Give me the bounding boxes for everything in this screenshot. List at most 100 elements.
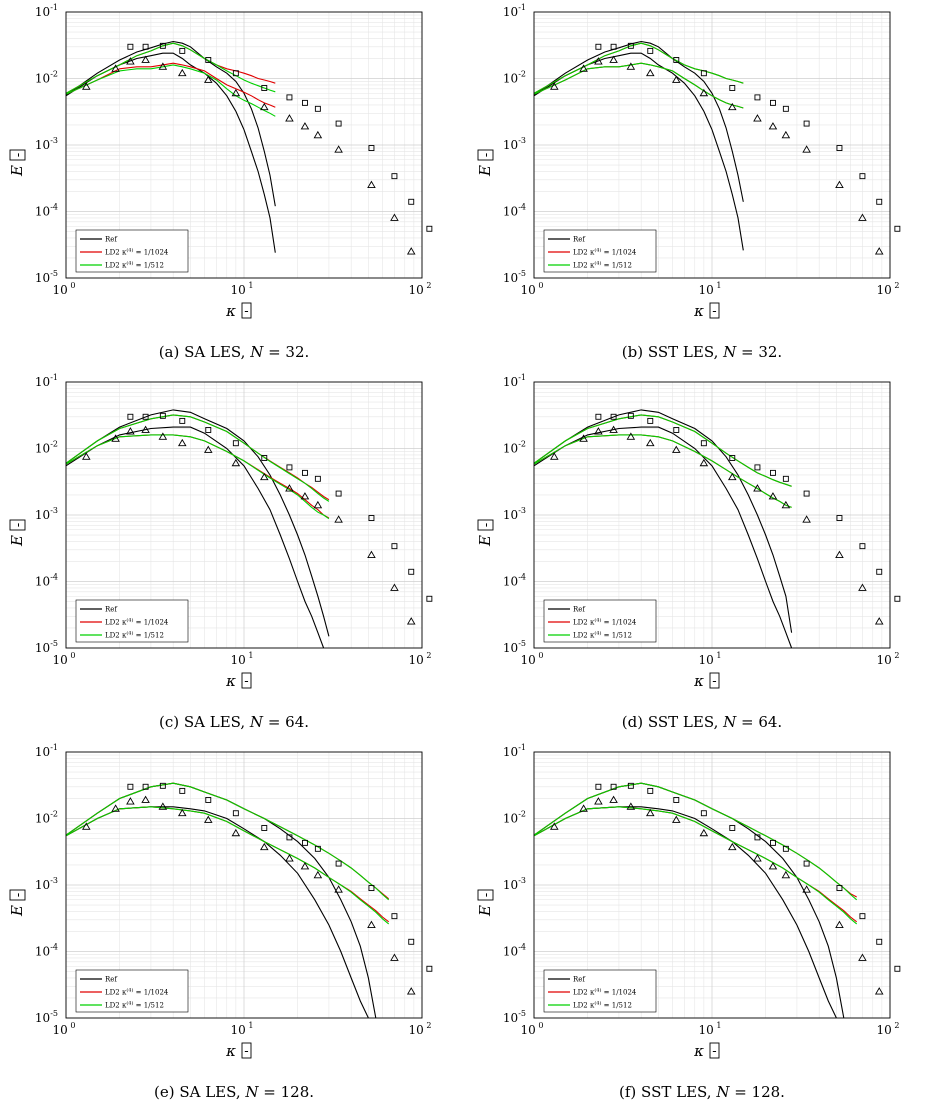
square-marker [127,413,134,420]
square-marker [232,70,239,77]
x-unit-bracket [241,302,252,319]
square-marker [142,413,149,420]
x-unit: - [712,1044,716,1059]
legend-entry: LD2 κ(4) = 1/512 [573,630,632,640]
triangle-marker [177,68,187,77]
square-marker [803,120,810,127]
square-marker [314,105,321,112]
square-marker [803,490,810,497]
series-line-ld1024 [533,434,792,508]
triangle-marker [203,815,213,823]
triangle-marker [609,795,618,803]
square-marker [368,885,375,891]
square-marker [159,42,166,49]
spectrum-plot-b: 10 0 10 1 10 210-110-210-310-410-5κ -E-RefL… [476,3,901,320]
caption-b: (b) SST LES, N = 32. [621,343,783,361]
triangle-marker [231,458,241,467]
y-tick-label: 10-1 [503,373,526,389]
x-axis-label: κ- [225,302,252,320]
legend: Ref LD2 κ(4) = 1/1024 LD2 κ(4) = 1/512 [543,229,657,273]
x-tick-label: 10 2 [877,281,900,297]
y-axis-symbol: E [8,165,26,177]
square-marker [700,70,707,77]
x-axis-label: κ- [693,1042,720,1060]
square-marker [232,810,239,817]
series-line-ld512 [65,64,276,117]
triangle-marker [141,795,150,803]
square-marker [127,783,134,790]
triangle-marker [334,515,343,523]
caption-f: (f) SST LES, N = 128. [619,1083,785,1101]
y-tick-label: 10-4 [35,943,58,959]
square-marker [595,783,602,790]
triangle-marker [727,102,737,111]
x-axis-symbol: κ [225,672,236,690]
square-marker [647,47,654,54]
square-marker [627,412,634,419]
square-marker [159,412,166,419]
y-tick-label: 10-3 [35,876,58,892]
y-axis-symbol: E [8,905,26,917]
y-unit-bracket [477,149,494,161]
y-tick-label: 10-5 [503,269,526,285]
series-lines [65,782,390,1019]
square-marker [159,782,166,789]
x-tick-label: 10 0 [521,1021,544,1037]
y-tick-label: 10-2 [503,440,526,456]
axes-frame [533,11,891,279]
triangle-marker [549,452,559,460]
legend-entry: Ref [105,236,118,244]
reference-markers [549,412,901,625]
triangle-marker [111,64,120,72]
y-tick-label: 10-1 [35,3,58,19]
triangle-marker [594,57,603,65]
y-axis-label: E- [8,149,26,177]
triangle-marker [802,885,811,893]
y-unit-bracket [9,149,26,161]
series-line-ld512 [65,434,330,520]
square-marker [179,47,186,54]
triangle-marker [768,122,778,130]
triangle-marker [334,145,343,153]
square-marker [261,825,268,831]
series-line-ld1024 [65,62,276,108]
legend-entry: LD2 κ(4) = 1/1024 [573,987,637,997]
triangle-marker [111,804,120,812]
square-marker [894,225,901,232]
triangle-marker [768,492,778,500]
legend: Ref LD2 κ(4) = 1/1024 LD2 κ(4) = 1/512 [543,599,657,643]
triangle-marker [579,64,588,72]
x-axis-label: κ- [225,672,252,690]
square-marker [836,885,843,891]
triangle-marker [367,180,376,188]
square-marker [314,475,321,482]
axes-frame [533,381,891,649]
y-tick-label: 10-3 [503,506,526,522]
square-marker [700,810,707,817]
triangle-marker [781,870,791,879]
series-line-ld1024 [533,806,858,923]
square-marker [426,225,433,232]
reference-markers [81,42,433,255]
triangle-marker [802,515,811,523]
spectrum-plot-a: 10 0 10 1 10 210-110-210-310-410-5κ -E-RefL… [8,3,433,320]
square-marker [770,469,776,476]
legend: Ref LD2 κ(4) = 1/1024 LD2 κ(4) = 1/512 [75,969,189,1013]
triangle-marker [671,75,681,83]
triangle-marker [753,484,762,492]
square-marker [408,938,415,945]
series-line-ld512 [65,782,390,901]
x-tick-label: 10 0 [521,651,544,667]
x-axis-symbol: κ [693,672,704,690]
triangle-marker [549,82,559,90]
x-axis-label: κ- [225,1042,252,1060]
square-marker [127,43,134,50]
reference-markers [549,782,901,995]
y-unit: - [479,153,494,157]
y-unit: - [479,893,494,897]
square-marker [314,845,321,852]
tick-labels: 10 0 10 1 10 2 10-1 10-2 10-3 10-4 10-5 [35,3,432,297]
triangle-marker [406,987,416,995]
triangle-marker [835,180,844,188]
square-marker [876,568,883,575]
